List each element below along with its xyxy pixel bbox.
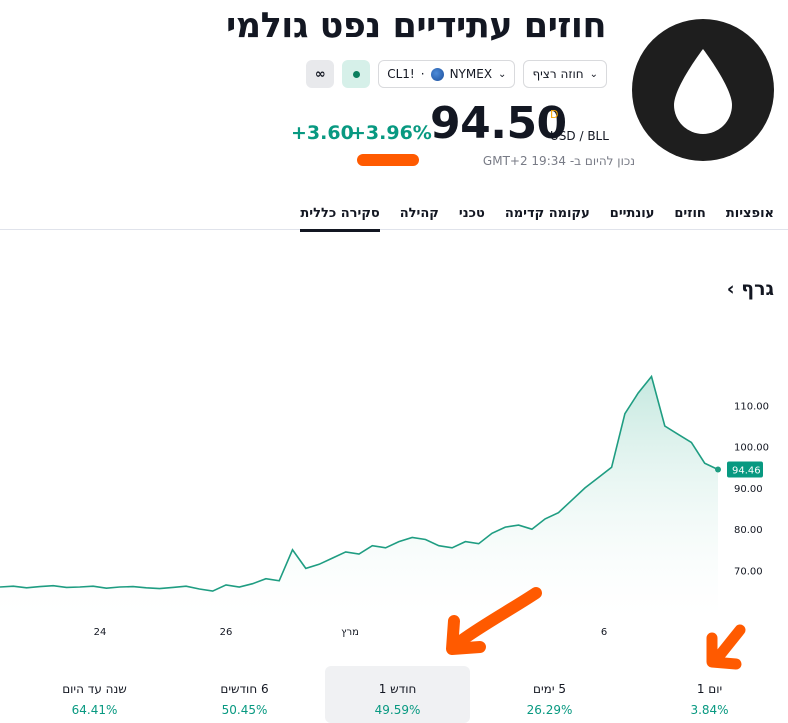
price-change-percent: +3.96%	[350, 122, 432, 144]
y-tick-label: 80.00	[734, 525, 763, 536]
y-tick-label: 110.00	[734, 401, 769, 412]
last-price-label: 94.46	[732, 466, 761, 477]
x-tick-label: 26	[220, 627, 233, 638]
last-price-label-bg	[727, 461, 763, 478]
annotation-arrow-right	[706, 624, 746, 670]
chart-last-point	[715, 466, 721, 473]
period-ytd[interactable]: שנה עד היום 64.41%	[22, 666, 167, 723]
infinity-icon: ∞	[314, 66, 326, 82]
tab-overview[interactable]: סקירה כללית	[300, 206, 380, 232]
x-tick-label: מרץ	[341, 627, 359, 638]
price-chart[interactable]: 110.00 100.00 90.00 80.00 70.00 24 26 מרץ 6 94.…	[0, 300, 788, 650]
highlight-marker	[357, 154, 419, 166]
last-price: 94.50	[430, 98, 567, 149]
tab-contracts[interactable]: חוזים	[674, 206, 706, 221]
tab-seasonals[interactable]: עונתיים	[609, 206, 655, 221]
price-change-absolute: +3.60	[291, 122, 354, 144]
delayed-marker: D	[550, 108, 559, 121]
symbol-header: חוזים עתידיים נפט גולמי חוזה רציף ⌄ CL1!…	[0, 0, 788, 200]
tab-options[interactable]: אופציות	[725, 206, 774, 221]
period-label: יום 1	[696, 682, 723, 696]
symbol-tags: חוזה רציף ⌄ CL1! · NYMEX ⌄ ∞	[306, 60, 607, 88]
continuous-contract-button[interactable]: ∞	[306, 60, 335, 88]
period-label: חודש 1	[378, 682, 417, 696]
chart-price-line	[0, 374, 719, 592]
period-value: 49.59%	[374, 703, 421, 717]
tab-community[interactable]: קהילה	[399, 206, 439, 221]
period-5-days[interactable]: 5 ימים 26.29%	[477, 666, 622, 723]
chart-section-link[interactable]: גרף ›	[726, 278, 774, 300]
period-1-month[interactable]: חודש 1 49.59%	[325, 666, 470, 723]
separator-dot: ·	[420, 67, 425, 81]
period-6-months[interactable]: 6 חודשים 50.45%	[172, 666, 317, 723]
period-value: 50.45%	[221, 703, 268, 717]
page-title: חוזים עתידיים נפט גולמי	[226, 6, 607, 46]
period-label: שנה עד היום	[62, 682, 127, 696]
period-value: 64.41%	[71, 703, 118, 717]
y-tick-label: 70.00	[734, 566, 763, 577]
globe-icon	[430, 67, 444, 81]
x-tick-label: 6	[601, 627, 607, 638]
symbol-logo	[632, 19, 774, 161]
period-value: 26.29%	[526, 703, 573, 717]
symbol-exchange-dropdown[interactable]: CL1! · NYMEX ⌄	[378, 60, 516, 88]
y-tick-label: 90.00	[734, 484, 763, 495]
price-timestamp: נכון להיום ב- 19:34 GMT+2	[482, 154, 635, 168]
annotation-arrow-left	[446, 587, 542, 655]
contract-type-dropdown[interactable]: חוזה רציף ⌄	[523, 60, 607, 88]
market-status-button[interactable]	[342, 60, 371, 88]
oil-drop-icon	[674, 49, 732, 134]
chart-area-fill	[0, 376, 718, 618]
exchange-label: NYMEX	[449, 67, 493, 81]
symbol-tabs: סקירה כללית קהילה טכני עקומה קדימה עונתי…	[0, 198, 788, 232]
chevron-down-icon: ⌄	[498, 68, 507, 80]
tab-technical[interactable]: טכני	[458, 206, 485, 221]
period-1-day[interactable]: יום 1 3.84%	[637, 666, 782, 723]
symbol-label: CL1!	[387, 67, 415, 81]
performance-periods: יום 1 3.84% 5 ימים 26.29% חודש 1 49.59% …	[0, 666, 788, 723]
tab-forward-curve[interactable]: עקומה קדימה	[504, 206, 590, 221]
period-label: 5 ימים	[533, 682, 566, 696]
x-tick-label: 24	[94, 627, 107, 638]
contract-type-label: חוזה רציף	[532, 67, 584, 81]
chevron-down-icon: ⌄	[589, 68, 598, 80]
period-value: 3.84%	[690, 703, 729, 717]
period-label: 6 חודשים	[220, 682, 269, 696]
market-open-dot-icon	[352, 70, 360, 78]
price-currency: USD / BLL	[550, 129, 609, 143]
y-tick-label: 100.00	[734, 443, 769, 454]
